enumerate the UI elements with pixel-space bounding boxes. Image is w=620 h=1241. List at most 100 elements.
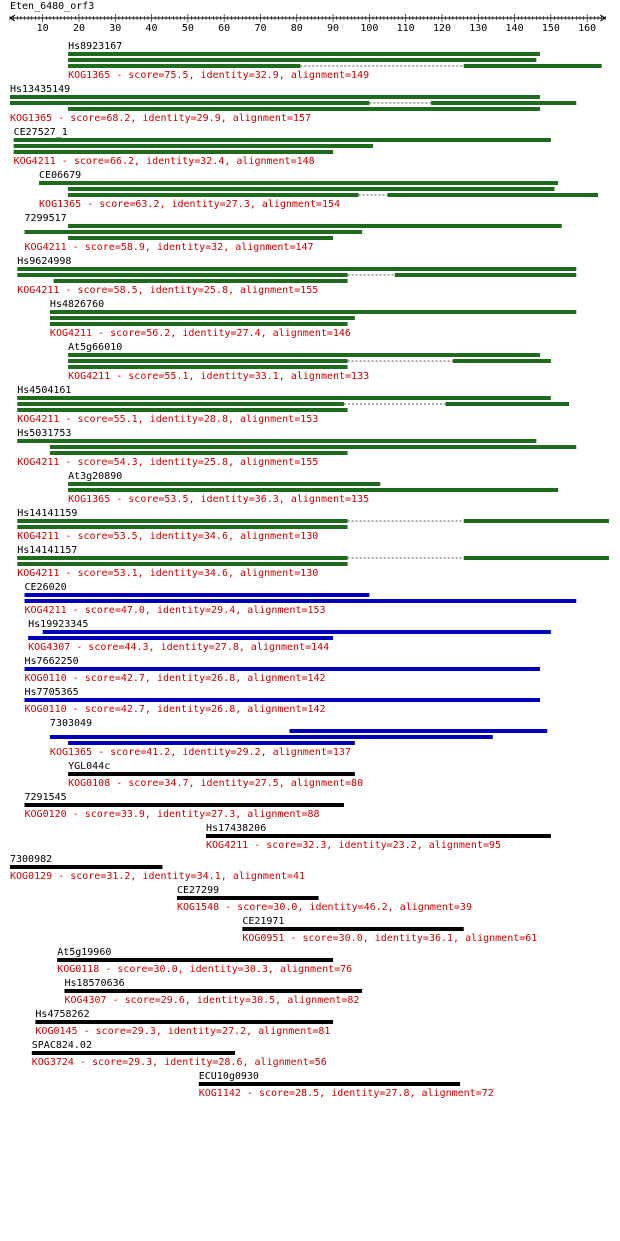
hit-bar bbox=[57, 958, 334, 962]
hit-name: Hs7705365 bbox=[25, 687, 79, 698]
axis-left-arrow bbox=[9, 14, 16, 22]
hit-bar bbox=[68, 359, 348, 363]
hit-row: Hs8923167 KOG1365 - score=75.5, identity=… bbox=[68, 41, 602, 81]
hit-name: Hs4758262 bbox=[35, 1009, 89, 1020]
hit-name: CE26020 bbox=[25, 582, 67, 593]
hit-bar bbox=[35, 1020, 334, 1024]
hit-row: CE21971 KOG0951 - score=30.0, identity=36… bbox=[242, 916, 537, 944]
hit-bar bbox=[64, 989, 363, 993]
hit-row: Hs9624998 KOG4211 - score=58.5, identity=… bbox=[17, 256, 577, 296]
hit-bar bbox=[17, 525, 348, 529]
hit-label: KOG4211 - score=53.5, identity=34.6, ali… bbox=[17, 531, 318, 542]
hit-label: KOG4211 - score=56.2, identity=27.4, ali… bbox=[50, 328, 351, 339]
hit-bar bbox=[24, 599, 577, 603]
hit-row: Hs17438206 KOG4211 - score=32.3, identity… bbox=[206, 823, 551, 851]
hit-name: Hs17438206 bbox=[206, 823, 266, 834]
hit-bar bbox=[68, 482, 381, 486]
hit-bar bbox=[68, 353, 540, 357]
hit-label: KOG1142 - score=28.5, identity=27.8, ali… bbox=[199, 1088, 494, 1099]
axis-tick-label: 50 bbox=[182, 23, 194, 34]
hit-row: Hs7705365 KOG0110 - score=42.7, identity=… bbox=[24, 687, 540, 715]
hit-label: KOG4211 - score=58.9, identity=32, align… bbox=[25, 242, 314, 253]
hit-name: CE21971 bbox=[242, 916, 284, 927]
hit-row: Hs4826760 KOG4211 - score=56.2, identity=… bbox=[49, 299, 577, 339]
axis-tick-label: 30 bbox=[109, 23, 121, 34]
hit-bar bbox=[394, 273, 577, 277]
hit-bar bbox=[68, 224, 562, 228]
hit-row: Hs5031753 KOG4211 - score=54.3, identity=… bbox=[17, 428, 577, 468]
hit-bar bbox=[68, 64, 301, 68]
hit-name: At5g19960 bbox=[57, 947, 111, 958]
hit-name: Hs7662250 bbox=[25, 656, 79, 667]
hit-row: Hs19923345 KOG4307 - score=44.3, identity… bbox=[28, 619, 551, 653]
axis-tick-label: 160 bbox=[578, 23, 596, 34]
hit-bar bbox=[242, 927, 464, 931]
hit-row: At5g66010 KOG4211 - score=55.1, identity=… bbox=[68, 342, 551, 382]
hit-label: KOG1548 - score=30.0, identity=46.2, ali… bbox=[177, 902, 472, 913]
hit-label: KOG1365 - score=41.2, identity=29.2, ali… bbox=[50, 747, 351, 758]
hit-label: KOG4211 - score=32.3, identity=23.2, ali… bbox=[206, 840, 501, 851]
axis-tick-label: 140 bbox=[506, 23, 524, 34]
hit-list: Hs8923167 KOG1365 - score=75.5, identity=… bbox=[10, 41, 609, 1099]
hit-bar bbox=[42, 630, 551, 634]
hit-label: KOG0110 - score=42.7, identity=26.8, ali… bbox=[25, 704, 326, 715]
axis-tick-label: 120 bbox=[433, 23, 451, 34]
hit-bar bbox=[289, 729, 548, 733]
hit-label: KOG4307 - score=29.6, identity=30.5, ali… bbox=[64, 995, 359, 1006]
hit-bar bbox=[49, 451, 348, 455]
hit-bar bbox=[39, 181, 559, 185]
hit-label: KOG4211 - score=58.5, identity=25.8, ali… bbox=[17, 285, 318, 296]
hit-bar bbox=[24, 667, 540, 671]
hit-label: KOG0108 - score=34.7, identity=27.5, ali… bbox=[68, 778, 363, 789]
hit-name: 7299517 bbox=[25, 213, 67, 224]
hit-label: KOG4211 - score=47.0, identity=29.4, ali… bbox=[25, 605, 326, 616]
hit-row: Hs4504161 KOG4211 - score=55.1, identity=… bbox=[17, 385, 570, 425]
axis-tick-label: 70 bbox=[254, 23, 266, 34]
hit-bar bbox=[49, 445, 577, 449]
hit-bar bbox=[445, 402, 570, 406]
hit-name: 7300982 bbox=[10, 854, 52, 865]
hit-bar bbox=[17, 396, 551, 400]
axis-tick-label: 150 bbox=[542, 23, 560, 34]
hit-label: KOG0145 - score=29.3, identity=27.2, ali… bbox=[35, 1026, 330, 1037]
hit-name: 7291545 bbox=[25, 792, 67, 803]
hit-name: ECU10g0930 bbox=[199, 1071, 259, 1082]
hit-name: At5g66010 bbox=[68, 342, 122, 353]
axis-right-arrow bbox=[600, 14, 607, 22]
hit-name: Hs13435149 bbox=[10, 84, 70, 95]
hit-bar bbox=[68, 236, 334, 240]
hit-label: KOG0118 - score=30.0, identity=30.3, ali… bbox=[57, 964, 352, 975]
hit-label: KOG4211 - score=54.3, identity=25.8, ali… bbox=[17, 457, 318, 468]
hit-bar bbox=[68, 58, 537, 62]
hit-row: At5g19960 KOG0118 - score=30.0, identity=… bbox=[57, 947, 352, 975]
hit-row: Hs13435149 KOG1365 - score=68.2, identity… bbox=[10, 84, 577, 124]
axis-tick-label: 110 bbox=[397, 23, 415, 34]
hit-bar bbox=[10, 101, 370, 105]
hit-bar bbox=[49, 316, 355, 320]
hit-bar bbox=[198, 1082, 461, 1086]
hit-row: Hs14141157 KOG4211 - score=53.1, identity… bbox=[17, 545, 609, 579]
hit-bar bbox=[68, 187, 555, 191]
hit-bar bbox=[17, 267, 577, 271]
hit-bar bbox=[24, 698, 540, 702]
hit-bar bbox=[463, 556, 609, 560]
axis-tick-label: 130 bbox=[469, 23, 487, 34]
hit-name: Hs9624998 bbox=[17, 256, 71, 267]
hit-name: YGL044c bbox=[68, 761, 110, 772]
hit-bar bbox=[68, 193, 359, 197]
hit-bar bbox=[24, 230, 363, 234]
hit-bar bbox=[17, 439, 537, 443]
hit-bar bbox=[17, 402, 344, 406]
hit-bar bbox=[463, 519, 609, 523]
hit-name: Hs5031753 bbox=[17, 428, 71, 439]
hit-label: KOG0951 - score=30.0, identity=36.1, ali… bbox=[242, 933, 537, 944]
hit-bar bbox=[17, 556, 348, 560]
sequence-axis: 10 20 30 40 50 60 70 80 90 100 110 120 130 140 150 160 bbox=[9, 14, 607, 34]
hit-bar bbox=[17, 408, 348, 412]
hit-row: Hs14141159 KOG4211 - score=53.5, identity… bbox=[17, 508, 609, 542]
hit-bar bbox=[17, 562, 348, 566]
axis-tick-label: 80 bbox=[291, 23, 303, 34]
hit-bar bbox=[68, 52, 540, 56]
hit-bar bbox=[68, 772, 355, 776]
